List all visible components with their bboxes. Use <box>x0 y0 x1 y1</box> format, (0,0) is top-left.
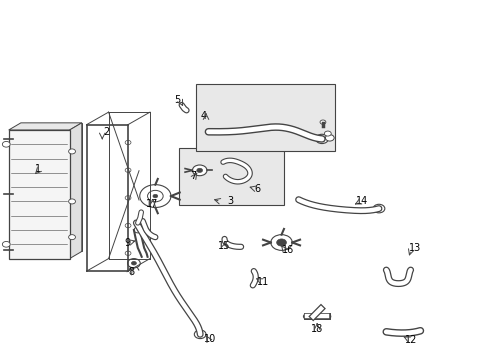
Circle shape <box>195 330 206 339</box>
Polygon shape <box>21 123 82 251</box>
Text: 8: 8 <box>128 267 135 277</box>
Circle shape <box>125 140 131 145</box>
Circle shape <box>127 258 140 268</box>
Circle shape <box>153 194 158 198</box>
Text: 18: 18 <box>311 324 323 334</box>
Circle shape <box>277 239 287 246</box>
Text: 15: 15 <box>219 241 231 251</box>
Circle shape <box>193 165 207 176</box>
Text: 12: 12 <box>404 335 417 345</box>
Bar <box>179 148 284 205</box>
Text: 9: 9 <box>124 238 130 248</box>
Text: 11: 11 <box>257 277 270 287</box>
Bar <box>196 84 335 152</box>
Polygon shape <box>9 130 70 258</box>
Circle shape <box>125 196 131 200</box>
Text: 14: 14 <box>356 197 368 206</box>
Circle shape <box>69 149 75 154</box>
Circle shape <box>147 190 163 202</box>
Circle shape <box>69 199 75 204</box>
Circle shape <box>134 227 142 233</box>
Circle shape <box>125 168 131 172</box>
Text: 16: 16 <box>282 246 294 255</box>
Circle shape <box>316 134 328 144</box>
Text: 2: 2 <box>103 127 109 137</box>
Circle shape <box>125 251 131 255</box>
Text: 13: 13 <box>410 243 422 253</box>
Circle shape <box>373 204 385 213</box>
Text: 7: 7 <box>190 171 196 181</box>
Text: 4: 4 <box>200 111 207 121</box>
Circle shape <box>2 141 10 147</box>
Text: 17: 17 <box>146 199 159 209</box>
Circle shape <box>320 120 326 124</box>
Circle shape <box>69 235 75 240</box>
Circle shape <box>141 227 149 233</box>
Circle shape <box>325 135 334 141</box>
Circle shape <box>271 235 292 250</box>
Text: 3: 3 <box>227 197 233 206</box>
Circle shape <box>197 168 202 172</box>
Circle shape <box>140 185 171 207</box>
Text: 10: 10 <box>204 334 216 344</box>
Text: 1: 1 <box>35 164 41 174</box>
Circle shape <box>2 242 10 247</box>
Circle shape <box>131 261 136 265</box>
Text: 6: 6 <box>254 184 260 194</box>
Polygon shape <box>9 123 82 130</box>
Circle shape <box>324 131 331 136</box>
Circle shape <box>323 314 331 319</box>
Circle shape <box>303 314 311 319</box>
Polygon shape <box>70 123 82 258</box>
Text: 5: 5 <box>174 95 181 105</box>
Circle shape <box>125 224 131 228</box>
